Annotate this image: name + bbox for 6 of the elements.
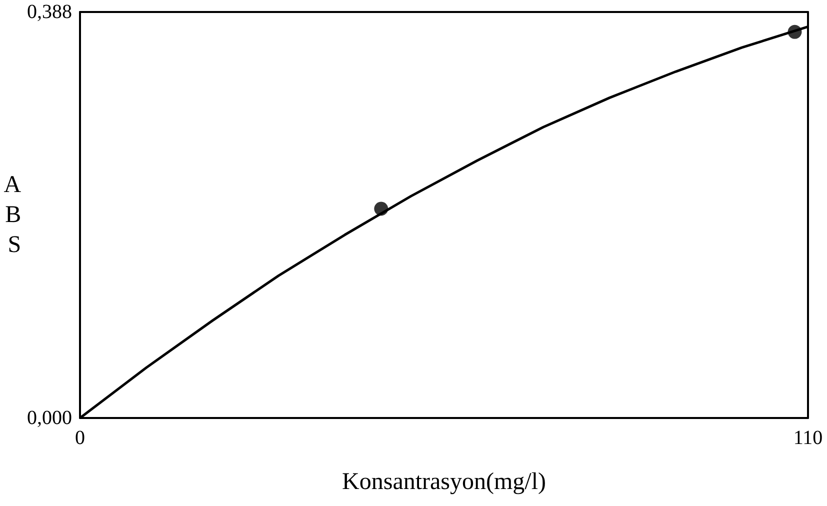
x-axis-title: Konsantrasyon(mg/l): [342, 469, 546, 495]
y-tick-label: 0,388: [27, 1, 72, 23]
x-tick-label: 110: [793, 427, 823, 449]
y-axis-title: ABS: [4, 172, 22, 258]
y-tick-label: 0,000: [27, 407, 72, 429]
x-tick-label: 0: [75, 427, 85, 449]
